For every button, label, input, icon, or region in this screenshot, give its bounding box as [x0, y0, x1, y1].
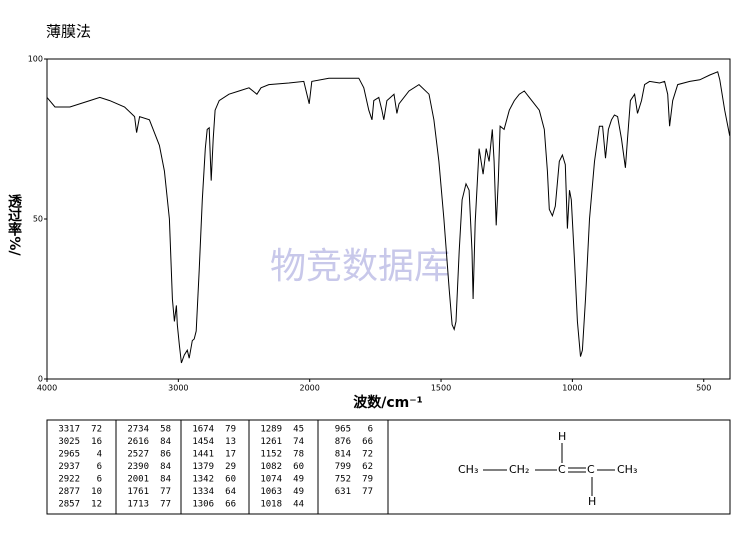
peak-transmittance: 62: [362, 462, 373, 472]
peak-transmittance: 84: [160, 475, 171, 485]
peak-wavenumber: 1674: [192, 425, 214, 435]
peak-transmittance: 72: [91, 425, 102, 435]
peak-wavenumber: 1261: [260, 437, 282, 447]
peak-wavenumber: 752: [335, 475, 351, 485]
peak-wavenumber: 814: [335, 450, 351, 460]
peak-transmittance: 6: [368, 425, 373, 435]
peak-wavenumber: 1761: [127, 487, 149, 497]
peak-transmittance: 77: [362, 487, 373, 497]
peak-transmittance: 74: [293, 437, 304, 447]
x-axis-label: 波数/cm⁻¹: [353, 394, 423, 411]
peak-wavenumber: 1713: [127, 500, 149, 510]
peak-wavenumber: 1082: [260, 462, 282, 472]
atom: C: [558, 463, 566, 476]
peak-transmittance: 49: [293, 487, 304, 497]
x-tick-label: 1500: [431, 384, 451, 393]
peak-transmittance: 84: [160, 462, 171, 472]
peak-wavenumber: 2937: [58, 462, 80, 472]
spectrum-line: [46, 71, 731, 364]
peak-transmittance: 29: [225, 462, 236, 472]
peak-transmittance: 4: [97, 450, 102, 460]
peak-transmittance: 13: [225, 437, 236, 447]
y-tick-label: 50: [33, 215, 43, 224]
peak-wavenumber: 2877: [58, 487, 80, 497]
peak-wavenumber: 1454: [192, 437, 214, 447]
peak-transmittance: 79: [225, 425, 236, 435]
atom: H: [588, 495, 596, 508]
peak-wavenumber: 965: [335, 425, 351, 435]
peak-wavenumber: 2857: [58, 500, 80, 510]
peak-wavenumber: 3317: [58, 425, 80, 435]
peak-wavenumber: 1074: [260, 475, 282, 485]
atom: CH₂: [509, 463, 529, 476]
y-tick-label: 0: [38, 375, 43, 384]
peak-wavenumber: 1018: [260, 500, 282, 510]
peak-transmittance: 86: [160, 450, 171, 460]
peak-wavenumber: 3025: [58, 437, 80, 447]
peak-transmittance: 16: [91, 437, 102, 447]
peak-transmittance: 10: [91, 487, 102, 497]
peak-transmittance: 60: [225, 475, 236, 485]
peak-transmittance: 78: [293, 450, 304, 460]
watermark: 物竞数据库: [270, 246, 450, 287]
atom: CH₃: [617, 463, 637, 476]
peak-wavenumber: 2965: [58, 450, 80, 460]
peak-wavenumber: 2616: [127, 437, 149, 447]
peak-wavenumber: 1379: [192, 462, 214, 472]
peak-wavenumber: 1334: [192, 487, 214, 497]
peak-wavenumber: 1289: [260, 425, 282, 435]
peak-transmittance: 79: [362, 475, 373, 485]
x-tick-label: 3000: [168, 384, 188, 393]
peak-wavenumber: 2527: [127, 450, 149, 460]
peak-transmittance: 77: [160, 500, 171, 510]
peak-transmittance: 6: [97, 462, 102, 472]
peak-wavenumber: 1152: [260, 450, 282, 460]
structure: CH₃ CH₂ C C CH₃ H H: [458, 430, 637, 508]
x-tick-label: 500: [696, 384, 711, 393]
plot-frame: [46, 58, 731, 380]
peak-wavenumber: 1063: [260, 487, 282, 497]
peak-transmittance: 66: [225, 500, 236, 510]
peak-wavenumber: 2922: [58, 475, 80, 485]
peak-wavenumber: 2001: [127, 475, 149, 485]
peak-wavenumber: 631: [335, 487, 351, 497]
peak-transmittance: 17: [225, 450, 236, 460]
peak-wavenumber: 1342: [192, 475, 214, 485]
peak-transmittance: 12: [91, 500, 102, 510]
peak-transmittance: 45: [293, 425, 304, 435]
peak-transmittance: 60: [293, 462, 304, 472]
peak-wavenumber: 799: [335, 462, 351, 472]
peak-transmittance: 6: [97, 475, 102, 485]
peak-wavenumber: 1441: [192, 450, 214, 460]
peak-transmittance: 64: [225, 487, 236, 497]
x-tick-label: 1000: [562, 384, 582, 393]
x-tick-label: 4000: [37, 384, 57, 393]
peak-transmittance: 77: [160, 487, 171, 497]
peak-wavenumber: 2734: [127, 425, 149, 435]
peak-wavenumber: 1306: [192, 500, 214, 510]
atom: CH₃: [458, 463, 478, 476]
peak-transmittance: 58: [160, 425, 171, 435]
peak-transmittance: 72: [362, 450, 373, 460]
x-tick-label: 2000: [300, 384, 320, 393]
peak-wavenumber: 876: [335, 437, 351, 447]
chart-title: 薄膜法: [46, 23, 91, 41]
atom: C: [587, 463, 595, 476]
peak-wavenumber: 2390: [127, 462, 149, 472]
y-tick-label: 100: [28, 55, 43, 64]
peak-transmittance: 84: [160, 437, 171, 447]
peak-transmittance: 66: [362, 437, 373, 447]
y-axis-label: 透过率%/: [6, 194, 22, 256]
peak-transmittance: 44: [293, 500, 304, 510]
peak-transmittance: 49: [293, 475, 304, 485]
atom: H: [558, 430, 566, 443]
